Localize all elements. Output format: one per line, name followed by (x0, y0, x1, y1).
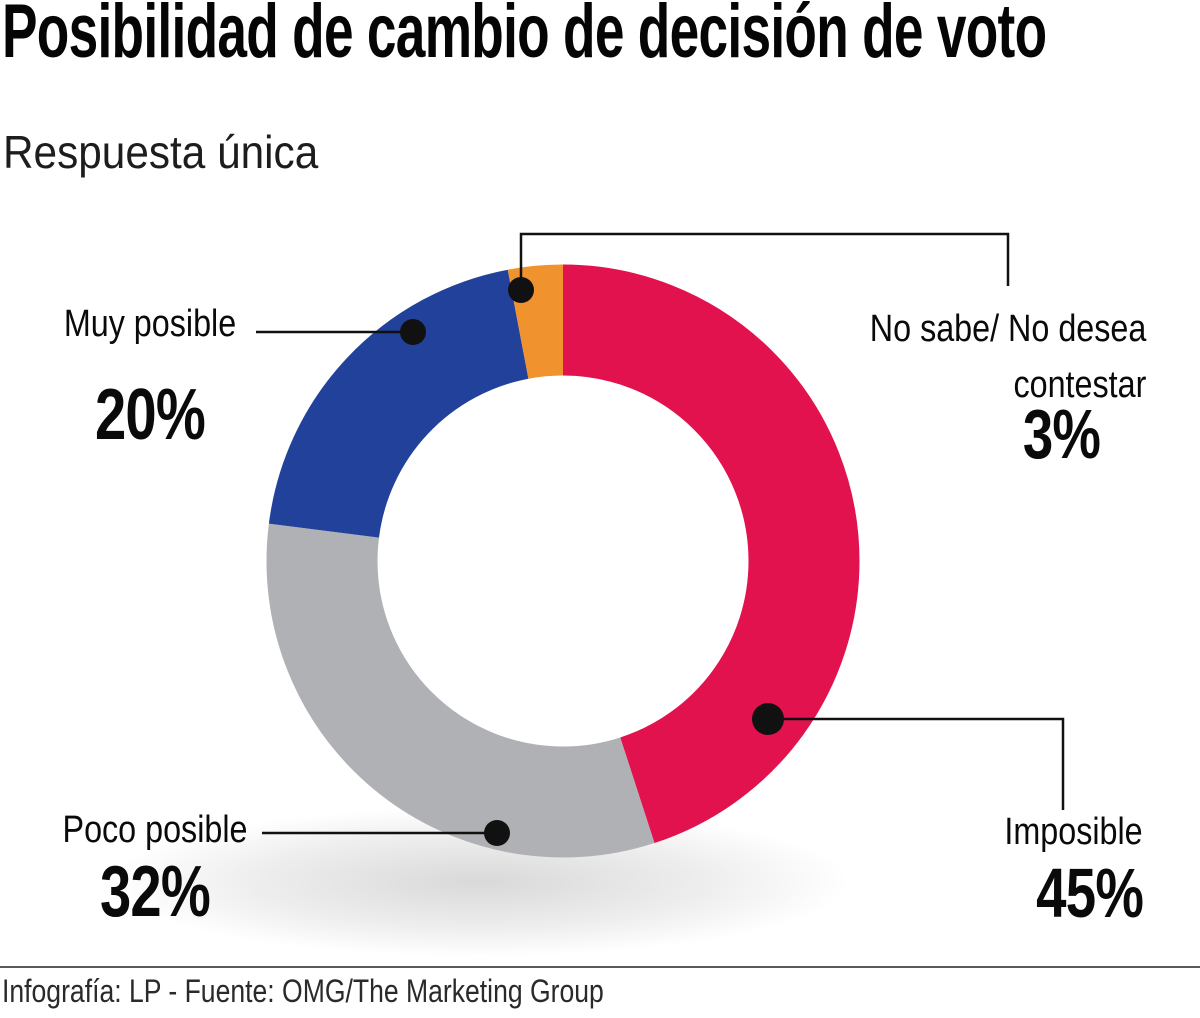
value-muy-posible: 20% (94, 375, 206, 455)
callout-dots (400, 277, 784, 846)
label-no-sabe-line1: No sabe/ No desea (869, 308, 1146, 350)
page-title: Posibilidad de cambio de decisión de vot… (2, 0, 1047, 74)
callout-dot-poco-posible (484, 820, 510, 846)
value-no-sabe: 3% (1022, 395, 1101, 473)
callout-dot-muy-posible (400, 319, 426, 345)
callout-dot-no-sabe (508, 277, 534, 303)
segment-poco-posible (266, 264, 860, 858)
label-no-sabe-line2: contestar (1013, 364, 1146, 406)
donut-shadow (110, 807, 850, 957)
label-no-sabe: No sabe/ No desea contestar (869, 301, 1146, 413)
value-poco-posible: 32% (99, 852, 211, 932)
segment-no-sabe (266, 264, 860, 858)
label-poco-posible: Poco posible (62, 809, 248, 851)
value-imposible: 45% (1036, 854, 1144, 932)
label-imposible: Imposible (1004, 811, 1143, 853)
chart-subtitle: Respuesta única (3, 126, 319, 178)
callout-lines (256, 232, 1065, 835)
donut-segments (266, 264, 860, 858)
label-muy-posible: Muy posible (63, 303, 237, 345)
callout-line-no-sabe (519, 232, 1010, 290)
callout-line-imposible (768, 717, 1065, 810)
footer-credit: Infografía: LP - Fuente: OMG/The Marketi… (2, 973, 604, 1009)
callout-dot-imposible (752, 703, 784, 735)
footer-divider (0, 966, 1200, 968)
